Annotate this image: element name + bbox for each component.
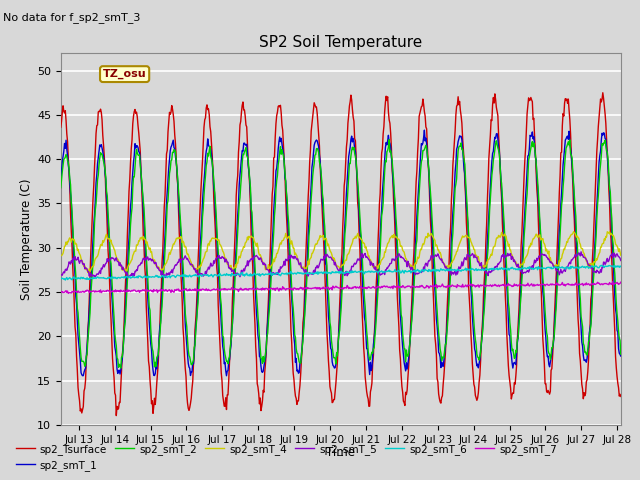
sp2_smT_1 [354,183,362,189]
Y-axis label: Soil Temperature (C): Soil Temperature (C) [20,178,33,300]
sp2_smT_5 [354,256,362,262]
Text: No data for f_sp2_smT_3: No data for f_sp2_smT_3 [3,12,141,23]
sp2_smT_4 [570,229,577,235]
sp2_smT_6 [196,272,204,278]
X-axis label: Time: Time [326,446,355,459]
sp2_smT_6 [598,263,605,268]
sp2_smT_6 [57,276,65,282]
sp2_smT_1 [292,356,300,361]
sp2_smT_1 [92,180,100,186]
sp2_Tsurface [617,394,625,399]
sp2_smT_4 [617,252,625,258]
Title: SP2 Soil Temperature: SP2 Soil Temperature [259,35,422,50]
sp2_smT_7 [617,279,625,285]
sp2_smT_5 [307,271,314,276]
sp2_smT_2 [617,351,625,357]
sp2_smT_6 [61,277,69,283]
sp2_Tsurface [57,124,65,130]
Line: sp2_smT_5: sp2_smT_5 [61,252,621,277]
sp2_smT_6 [307,270,314,276]
sp2_Tsurface [292,396,300,401]
sp2_Tsurface [113,404,121,409]
sp2_smT_5 [92,273,100,278]
sp2_Tsurface [113,413,120,419]
sp2_smT_2 [92,201,100,206]
sp2_smT_7 [196,287,204,292]
sp2_smT_5 [617,258,625,264]
sp2_smT_2 [385,137,393,143]
sp2_smT_4 [292,252,300,258]
sp2_smT_4 [113,256,121,262]
sp2_smT_2 [292,346,300,351]
sp2_smT_2 [196,261,204,266]
sp2_smT_1 [196,265,204,271]
sp2_smT_1 [307,195,314,201]
sp2_smT_1 [57,176,65,181]
sp2_Tsurface [354,200,362,205]
sp2_Tsurface [307,147,314,153]
sp2_smT_4 [57,252,65,258]
sp2_Tsurface [92,131,100,136]
sp2_smT_5 [196,270,204,276]
sp2_smT_7 [354,284,362,290]
sp2_smT_6 [292,271,300,277]
sp2_smT_4 [196,263,204,268]
sp2_smT_4 [354,230,362,236]
sp2_smT_5 [577,249,585,255]
Line: sp2_smT_1: sp2_smT_1 [61,130,621,376]
sp2_smT_2 [307,210,314,216]
sp2_smT_1 [617,353,625,359]
sp2_smT_1 [223,373,230,379]
sp2_smT_1 [113,353,120,359]
sp2_smT_5 [57,272,65,278]
sp2_smT_7 [57,288,65,294]
sp2_smT_6 [617,264,625,269]
sp2_smT_4 [93,254,100,260]
sp2_smT_6 [113,276,121,282]
Line: sp2_smT_7: sp2_smT_7 [61,282,621,293]
sp2_smT_6 [354,269,362,275]
sp2_smT_5 [124,275,132,280]
sp2_smT_7 [65,290,72,296]
sp2_smT_7 [93,288,100,294]
Text: TZ_osu: TZ_osu [103,69,147,79]
Line: sp2_smT_6: sp2_smT_6 [61,265,621,280]
sp2_smT_6 [93,275,100,281]
sp2_smT_2 [113,343,120,348]
sp2_Tsurface [196,202,204,208]
Line: sp2_Tsurface: sp2_Tsurface [61,93,621,416]
sp2_smT_2 [354,179,362,185]
sp2_smT_4 [307,255,314,261]
sp2_Tsurface [599,90,607,96]
sp2_smT_7 [113,288,121,294]
sp2_smT_2 [117,365,125,371]
Line: sp2_smT_4: sp2_smT_4 [61,232,621,273]
sp2_smT_5 [113,255,120,261]
Legend: sp2_Tsurface, sp2_smT_1, sp2_smT_2, sp2_smT_4, sp2_smT_5, sp2_smT_6, sp2_smT_7: sp2_Tsurface, sp2_smT_1, sp2_smT_2, sp2_… [12,439,561,475]
sp2_smT_4 [84,270,92,276]
Line: sp2_smT_2: sp2_smT_2 [61,140,621,368]
sp2_smT_7 [609,279,616,285]
sp2_smT_5 [292,256,300,262]
sp2_smT_2 [57,185,65,191]
sp2_smT_1 [420,127,428,133]
sp2_smT_7 [307,286,314,291]
sp2_smT_7 [292,287,300,292]
